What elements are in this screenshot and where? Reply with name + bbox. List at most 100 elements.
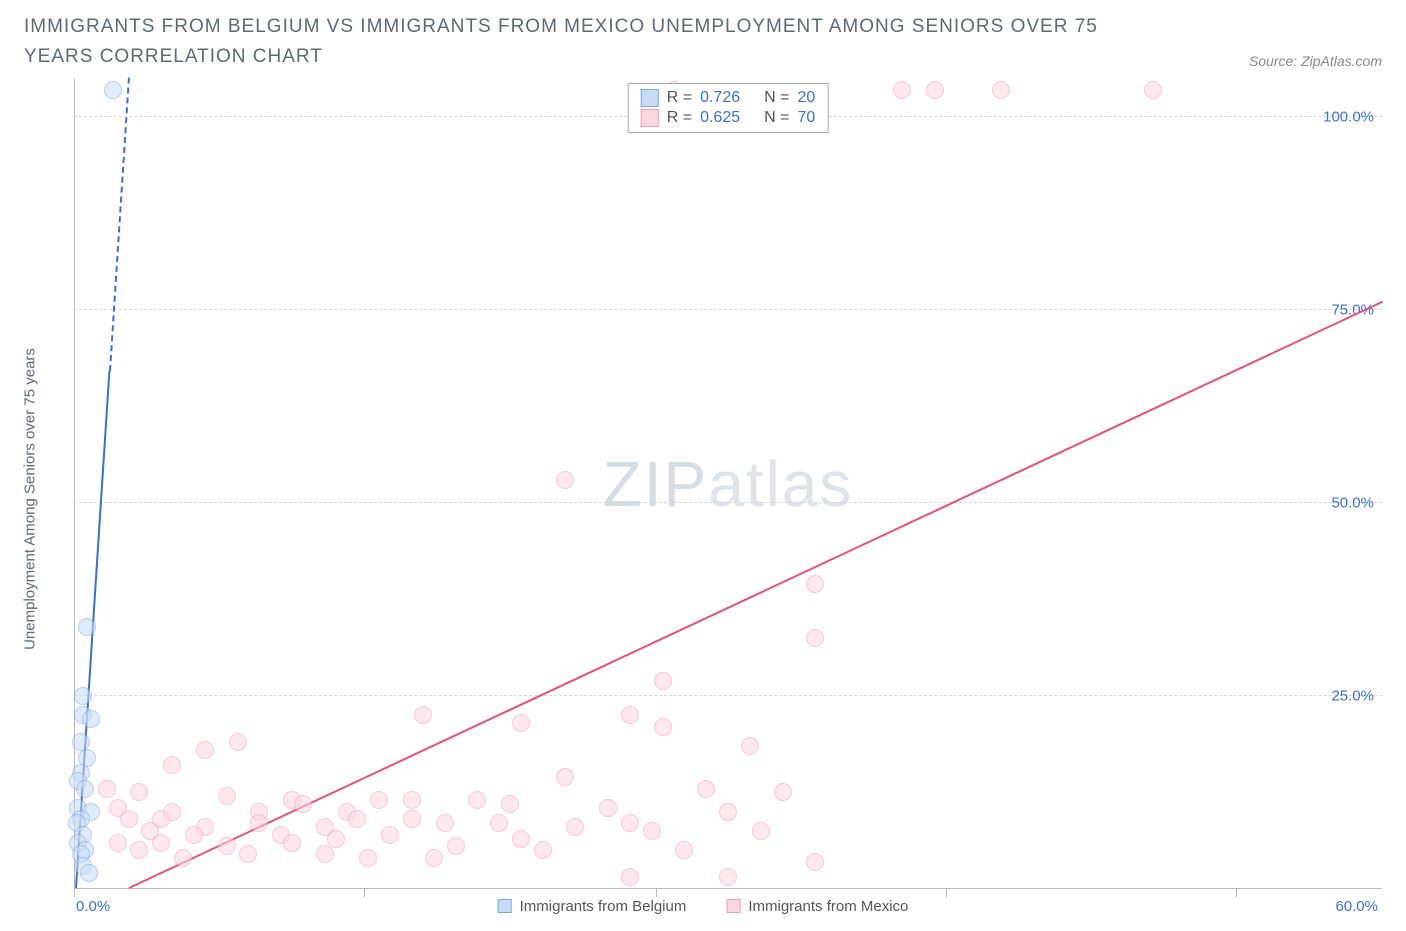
n-value-belgium: 20 <box>797 89 815 107</box>
data-point-mexico <box>348 810 366 828</box>
x-axis-line <box>74 888 1382 889</box>
data-point-mexico <box>468 791 486 809</box>
watermark-thin: atlas <box>708 448 853 520</box>
data-point-mexico <box>130 783 148 801</box>
data-point-mexico <box>250 814 268 832</box>
trend-line-mexico <box>128 301 1382 889</box>
plot-area: ZIPatlas R = 0.726 N = 20 R = 0.625 N = … <box>74 79 1382 889</box>
correlation-legend: R = 0.726 N = 20 R = 0.625 N = 70 <box>628 83 829 133</box>
data-point-mexico <box>370 791 388 809</box>
data-point-mexico <box>752 822 770 840</box>
r-label: R = <box>667 89 692 107</box>
x-tick <box>656 889 657 897</box>
x-tick <box>1236 889 1237 897</box>
correlation-row-mexico: R = 0.625 N = 70 <box>641 108 816 128</box>
x-axis-max-label: 60.0% <box>1335 898 1378 915</box>
legend-label-mexico: Immigrants from Mexico <box>748 898 908 915</box>
r-value-mexico: 0.625 <box>700 109 740 127</box>
data-point-belgium <box>104 81 122 99</box>
data-point-mexico <box>774 783 792 801</box>
data-point-mexico <box>806 629 824 647</box>
data-point-mexico <box>992 81 1010 99</box>
data-point-mexico <box>621 814 639 832</box>
data-point-mexico <box>185 826 203 844</box>
chart-title: IMMIGRANTS FROM BELGIUM VS IMMIGRANTS FR… <box>24 12 1144 73</box>
data-point-mexico <box>218 787 236 805</box>
data-point-mexico <box>316 845 334 863</box>
legend-swatch-belgium <box>641 89 659 107</box>
data-point-mexico <box>130 841 148 859</box>
y-axis-label: Unemployment Among Seniors over 75 years <box>22 348 39 650</box>
data-point-belgium <box>82 710 100 728</box>
data-point-mexico <box>163 756 181 774</box>
legend-swatch-icon <box>726 899 740 913</box>
x-tick <box>946 889 947 897</box>
y-tick-label: 50.0% <box>1331 495 1374 512</box>
data-point-mexico <box>381 826 399 844</box>
y-tick-label: 100.0% <box>1323 109 1374 126</box>
data-point-mexico <box>447 837 465 855</box>
legend-swatch-mexico <box>641 109 659 127</box>
x-axis-min-label: 0.0% <box>76 898 110 915</box>
data-point-mexico <box>512 714 530 732</box>
data-point-mexico <box>294 795 312 813</box>
data-point-mexico <box>98 780 116 798</box>
data-point-mexico <box>893 81 911 99</box>
series-legend: Immigrants from Belgium Immigrants from … <box>498 898 909 915</box>
grid-line <box>74 309 1382 310</box>
data-point-mexico <box>621 868 639 886</box>
data-point-belgium <box>78 618 96 636</box>
grid-line <box>74 695 1382 696</box>
data-point-mexico <box>283 834 301 852</box>
data-point-mexico <box>414 706 432 724</box>
data-point-mexico <box>425 849 443 867</box>
data-point-mexico <box>719 868 737 886</box>
n-value-mexico: 70 <box>797 109 815 127</box>
data-point-mexico <box>152 834 170 852</box>
data-point-belgium <box>80 864 98 882</box>
data-point-belgium <box>76 780 94 798</box>
data-point-mexico <box>1144 81 1162 99</box>
data-point-mexico <box>556 768 574 786</box>
data-point-mexico <box>719 803 737 821</box>
data-point-mexico <box>675 841 693 859</box>
legend-label-belgium: Immigrants from Belgium <box>520 898 687 915</box>
data-point-belgium <box>74 687 92 705</box>
data-point-mexico <box>741 737 759 755</box>
data-point-mexico <box>196 741 214 759</box>
data-point-mexico <box>359 849 377 867</box>
data-point-mexico <box>490 814 508 832</box>
data-point-mexico <box>566 818 584 836</box>
data-point-mexico <box>109 834 127 852</box>
data-point-mexico <box>556 471 574 489</box>
data-point-mexico <box>229 733 247 751</box>
data-point-mexico <box>654 718 672 736</box>
x-tick <box>364 889 365 897</box>
data-point-mexico <box>806 853 824 871</box>
data-point-mexico <box>174 849 192 867</box>
grid-line <box>74 502 1382 503</box>
r-label: R = <box>667 109 692 127</box>
data-point-mexico <box>926 81 944 99</box>
data-point-mexico <box>621 706 639 724</box>
data-point-mexico <box>806 575 824 593</box>
data-point-mexico <box>643 822 661 840</box>
chart-frame: Unemployment Among Seniors over 75 years… <box>24 79 1382 919</box>
data-point-mexico <box>501 795 519 813</box>
data-point-mexico <box>218 837 236 855</box>
watermark-bold: ZIP <box>603 448 709 520</box>
data-point-mexico <box>120 810 138 828</box>
data-point-mexico <box>512 830 530 848</box>
data-point-mexico <box>654 672 672 690</box>
correlation-row-belgium: R = 0.726 N = 20 <box>641 88 816 108</box>
legend-item-mexico: Immigrants from Mexico <box>726 898 908 915</box>
data-point-mexico <box>697 780 715 798</box>
x-tick <box>74 889 75 897</box>
watermark: ZIPatlas <box>603 447 854 521</box>
data-point-mexico <box>534 841 552 859</box>
data-point-mexico <box>599 799 617 817</box>
legend-swatch-icon <box>498 899 512 913</box>
data-point-mexico <box>327 830 345 848</box>
source-attribution: Source: ZipAtlas.com <box>1249 53 1382 73</box>
data-point-mexico <box>239 845 257 863</box>
